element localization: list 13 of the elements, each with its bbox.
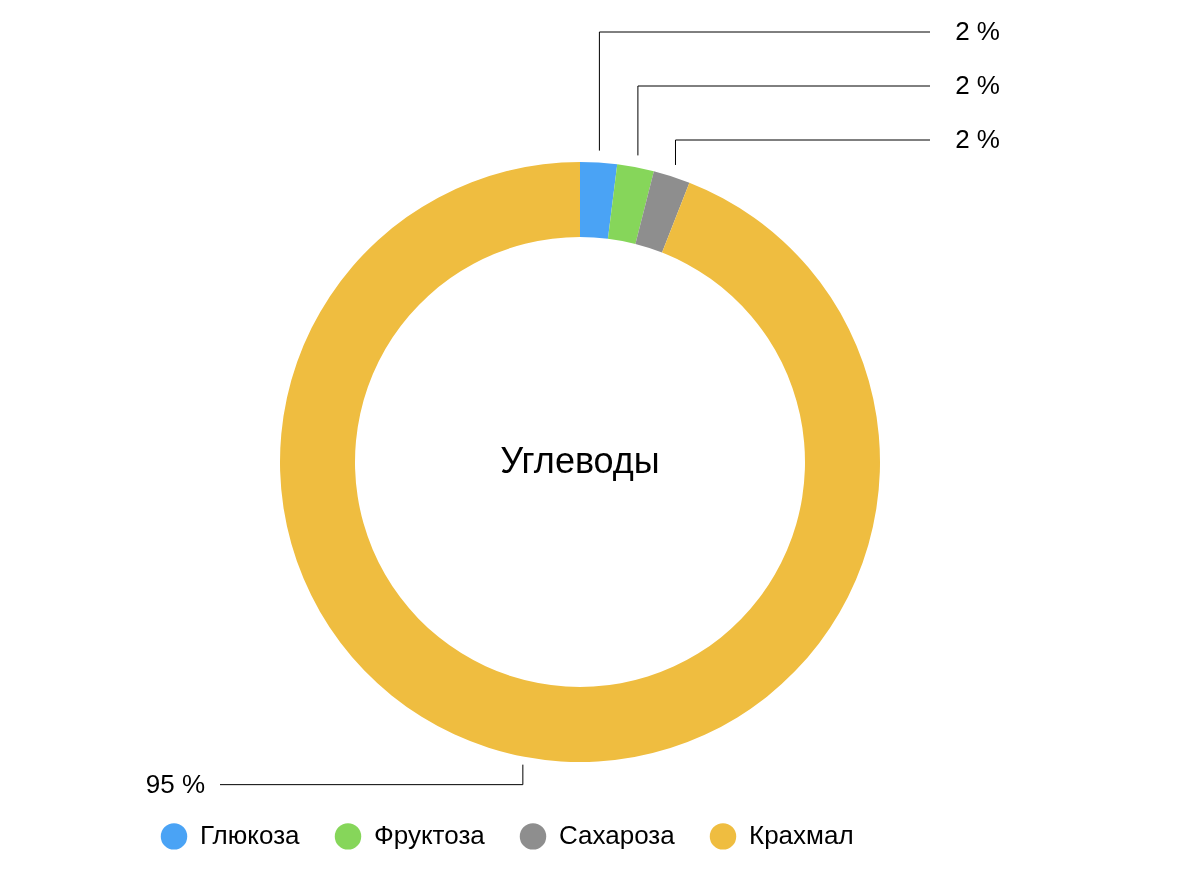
donut-slice	[607, 164, 654, 244]
legend-label: Фруктоза	[374, 820, 486, 851]
data-label: 2 %	[955, 16, 1000, 46]
data-label: 2 %	[955, 124, 1000, 154]
donut-slice	[280, 162, 880, 762]
text: Углеводы	[500, 440, 660, 481]
donut-slice	[635, 171, 690, 253]
legend-label: Крахмал	[749, 820, 854, 851]
data-label: 95 %	[145, 768, 205, 799]
legend-label: Глюкоза	[200, 820, 301, 851]
data-label: 2 %	[955, 70, 1000, 100]
legend-label: Сахароза	[559, 820, 676, 851]
donut-slice	[580, 162, 618, 239]
